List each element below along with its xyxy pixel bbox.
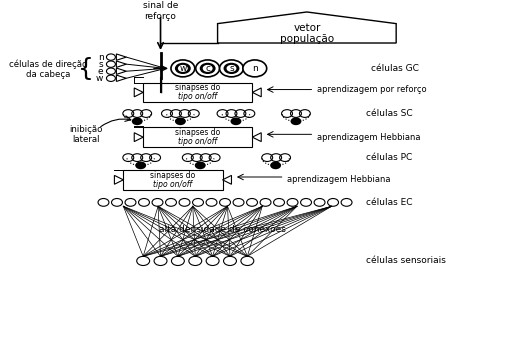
- Text: alta densidade de conexões: alta densidade de conexões: [159, 225, 285, 234]
- Text: inibição
lateral: inibição lateral: [69, 125, 103, 144]
- Text: e: e: [97, 67, 104, 76]
- Bar: [123, 170, 222, 189]
- Text: s: s: [98, 60, 104, 69]
- Circle shape: [223, 63, 239, 74]
- Text: células SC: células SC: [366, 109, 412, 118]
- Text: n: n: [251, 64, 257, 73]
- Text: aprendizagem Hebbiana: aprendizagem Hebbiana: [286, 175, 390, 184]
- Circle shape: [171, 60, 194, 77]
- Text: sinal de
reforço: sinal de reforço: [142, 1, 178, 21]
- Circle shape: [175, 118, 185, 125]
- Polygon shape: [252, 88, 261, 97]
- Circle shape: [195, 60, 219, 77]
- Text: w: w: [96, 74, 104, 83]
- Circle shape: [175, 63, 190, 74]
- Circle shape: [270, 161, 280, 169]
- Circle shape: [203, 65, 212, 72]
- Text: células sensoriais: células sensoriais: [366, 256, 445, 266]
- Polygon shape: [116, 68, 126, 74]
- Circle shape: [226, 65, 236, 72]
- Polygon shape: [116, 54, 126, 60]
- Text: aprendizagem por reforço: aprendizagem por reforço: [316, 85, 426, 94]
- Text: n: n: [97, 53, 104, 62]
- Text: tipo on/off: tipo on/off: [153, 180, 192, 189]
- Text: aprendizagem Hebbiana: aprendizagem Hebbiana: [316, 133, 420, 142]
- Circle shape: [230, 118, 241, 125]
- Polygon shape: [116, 75, 126, 81]
- Polygon shape: [134, 88, 143, 97]
- Circle shape: [219, 60, 243, 77]
- Text: células EC: células EC: [366, 198, 412, 207]
- Polygon shape: [114, 175, 123, 184]
- Text: sinapses do: sinapses do: [175, 128, 220, 137]
- Text: s: s: [229, 64, 233, 73]
- Text: {: {: [78, 57, 93, 81]
- Text: tipo on/off: tipo on/off: [178, 92, 217, 102]
- Polygon shape: [217, 12, 395, 43]
- Polygon shape: [222, 175, 231, 184]
- Circle shape: [131, 118, 142, 125]
- Text: c: c: [205, 64, 210, 73]
- Text: células GC: células GC: [371, 64, 419, 73]
- Text: w: w: [179, 64, 186, 73]
- Polygon shape: [134, 133, 143, 142]
- Circle shape: [290, 118, 301, 125]
- Text: células de direção
da cabeça: células de direção da cabeça: [9, 59, 87, 79]
- Circle shape: [194, 161, 205, 169]
- Text: sinapses do: sinapses do: [175, 83, 220, 92]
- Text: tipo on/off: tipo on/off: [178, 137, 217, 146]
- Text: sinapses do: sinapses do: [150, 171, 195, 180]
- Bar: [143, 83, 252, 102]
- Bar: [143, 127, 252, 147]
- Circle shape: [199, 63, 215, 74]
- Polygon shape: [116, 61, 126, 67]
- Polygon shape: [252, 133, 261, 142]
- Circle shape: [242, 60, 266, 77]
- Circle shape: [178, 65, 187, 72]
- Text: vetor
população: vetor população: [279, 23, 333, 44]
- Text: células PC: células PC: [366, 153, 412, 162]
- Circle shape: [135, 161, 146, 169]
